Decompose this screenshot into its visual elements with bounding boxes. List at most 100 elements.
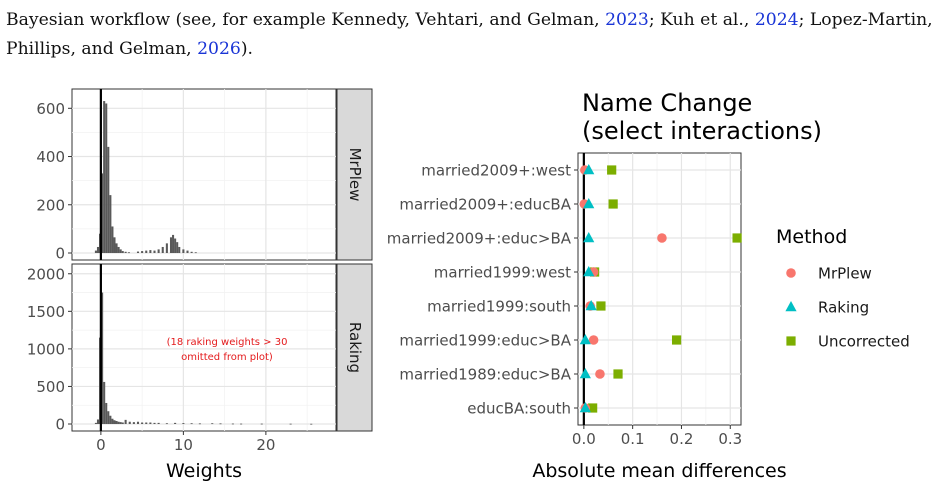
data-point-raking bbox=[583, 198, 595, 209]
y-tick-label: 600 bbox=[36, 100, 65, 118]
legend-key-uncorrected bbox=[786, 336, 796, 346]
y-tick-label: 500 bbox=[36, 378, 65, 396]
y-tick-label: married1999:south bbox=[427, 298, 571, 316]
histogram-bar bbox=[176, 242, 179, 253]
histogram-bar bbox=[198, 423, 201, 425]
histogram-bar bbox=[101, 173, 104, 253]
histogram-bar bbox=[107, 411, 110, 424]
histogram-bar bbox=[117, 421, 120, 424]
histogram-bar bbox=[119, 249, 122, 253]
x-axis-title: Weights bbox=[166, 460, 242, 482]
y-tick-label: married2009+:educBA bbox=[399, 196, 571, 214]
y-tick-label: married1999:west bbox=[434, 264, 571, 282]
data-point-uncorrected bbox=[588, 403, 598, 413]
histogram-bar bbox=[115, 420, 118, 424]
y-tick-label: 200 bbox=[36, 196, 65, 214]
data-point-uncorrected bbox=[607, 165, 617, 175]
histogram-bar bbox=[109, 415, 112, 424]
histogram-bar bbox=[113, 237, 116, 253]
y-tick-label: 1500 bbox=[27, 303, 65, 321]
facet-strip bbox=[336, 263, 373, 432]
x-tick-label: 0.2 bbox=[670, 430, 694, 448]
histogram-panel bbox=[71, 263, 337, 432]
weights-histogram-chart: 0200400600MrPlew0500100015002000Raking(1… bbox=[27, 88, 373, 482]
histogram-bar bbox=[157, 249, 160, 253]
y-tick-label: married1999:educ>BA bbox=[399, 332, 571, 350]
x-tick-label: 20 bbox=[256, 436, 275, 454]
data-point-mrplew bbox=[588, 335, 599, 345]
histogram-bar bbox=[178, 246, 181, 253]
histogram-bar bbox=[113, 420, 116, 424]
y-tick-label: 0 bbox=[55, 416, 65, 434]
histogram-bar bbox=[141, 251, 144, 253]
histogram-bar bbox=[194, 252, 197, 254]
data-point-uncorrected bbox=[671, 335, 682, 345]
annotation-text: omitted from plot) bbox=[181, 352, 273, 363]
histogram-bar bbox=[186, 250, 189, 253]
histogram-bar bbox=[174, 422, 177, 424]
histogram-bar bbox=[119, 422, 122, 424]
histogram-bar bbox=[94, 422, 97, 424]
histogram-bar bbox=[132, 422, 135, 424]
histogram-bar bbox=[153, 250, 156, 253]
paragraph-line-1: Bayesian workflow (see, for example Kenn… bbox=[6, 6, 942, 35]
chart-title: (select interactions) bbox=[582, 117, 822, 145]
histogram-bar bbox=[117, 246, 120, 253]
name-change-dot-chart: Name Change(select interactions) married2… bbox=[387, 89, 910, 482]
paragraph-text: ). bbox=[240, 39, 254, 59]
paragraph-text: ; Kuh et al., bbox=[648, 10, 755, 30]
histogram-bar bbox=[94, 250, 97, 253]
histogram-bar bbox=[121, 422, 124, 424]
histogram-bar bbox=[96, 419, 100, 424]
data-point-uncorrected bbox=[608, 199, 618, 209]
x-tick-label: 0 bbox=[96, 436, 106, 454]
paragraph-text: Bayesian workflow (see, for example Kenn… bbox=[6, 10, 606, 30]
legend-label: MrPlew bbox=[818, 265, 872, 283]
data-point-raking bbox=[579, 334, 591, 345]
plot-panel bbox=[577, 152, 742, 426]
y-tick-label: 400 bbox=[36, 148, 65, 166]
data-point-uncorrected bbox=[613, 369, 623, 379]
histogram-bar bbox=[161, 246, 164, 253]
data-point-raking bbox=[583, 232, 595, 243]
data-point-uncorrected bbox=[596, 301, 606, 311]
histogram-bar bbox=[153, 422, 156, 424]
y-tick-label: 1000 bbox=[27, 340, 65, 358]
histogram-bar bbox=[103, 101, 106, 253]
legend-title: Method bbox=[776, 226, 847, 248]
histogram-bar bbox=[136, 421, 140, 424]
histogram-bar bbox=[127, 252, 130, 254]
citation-link[interactable]: 2024 bbox=[754, 10, 799, 30]
x-tick-label: 10 bbox=[174, 436, 193, 454]
histogram-bar bbox=[165, 423, 168, 425]
histogram-bar bbox=[109, 195, 112, 253]
legend-label: Raking bbox=[818, 299, 869, 317]
y-tick-label: 2000 bbox=[27, 265, 65, 283]
x-tick-label: 0.3 bbox=[718, 430, 742, 448]
histogram-bar bbox=[165, 243, 168, 253]
legend-label: Uncorrected bbox=[818, 333, 910, 351]
histogram-bar bbox=[111, 226, 114, 253]
data-point-raking bbox=[579, 368, 591, 379]
histogram-bar bbox=[96, 246, 100, 253]
facet-strip-label: MrPlew bbox=[346, 148, 364, 202]
data-point-mrplew bbox=[595, 369, 605, 379]
histogram-bar bbox=[240, 423, 243, 425]
body-paragraph: Bayesian workflow (see, for example Kenn… bbox=[6, 6, 942, 64]
histogram-bar bbox=[111, 418, 114, 424]
histogram-bar bbox=[107, 146, 110, 253]
y-tick-label: 0 bbox=[55, 245, 65, 263]
histogram-bar bbox=[149, 422, 152, 424]
x-tick-label: 0.1 bbox=[621, 430, 645, 448]
annotation-text: (18 raking weights > 30 bbox=[167, 337, 288, 348]
data-point-raking bbox=[579, 402, 591, 413]
citation-link[interactable]: 2026 bbox=[197, 39, 241, 59]
paragraph-text: ; Lopez-Martin, bbox=[798, 10, 933, 30]
histogram-bar bbox=[141, 422, 144, 424]
legend-key-mrplew bbox=[786, 268, 796, 278]
citation-link[interactable]: 2023 bbox=[605, 10, 649, 30]
histogram-bar bbox=[289, 423, 292, 425]
histogram-bar bbox=[136, 251, 140, 253]
histogram-bar bbox=[115, 243, 118, 253]
